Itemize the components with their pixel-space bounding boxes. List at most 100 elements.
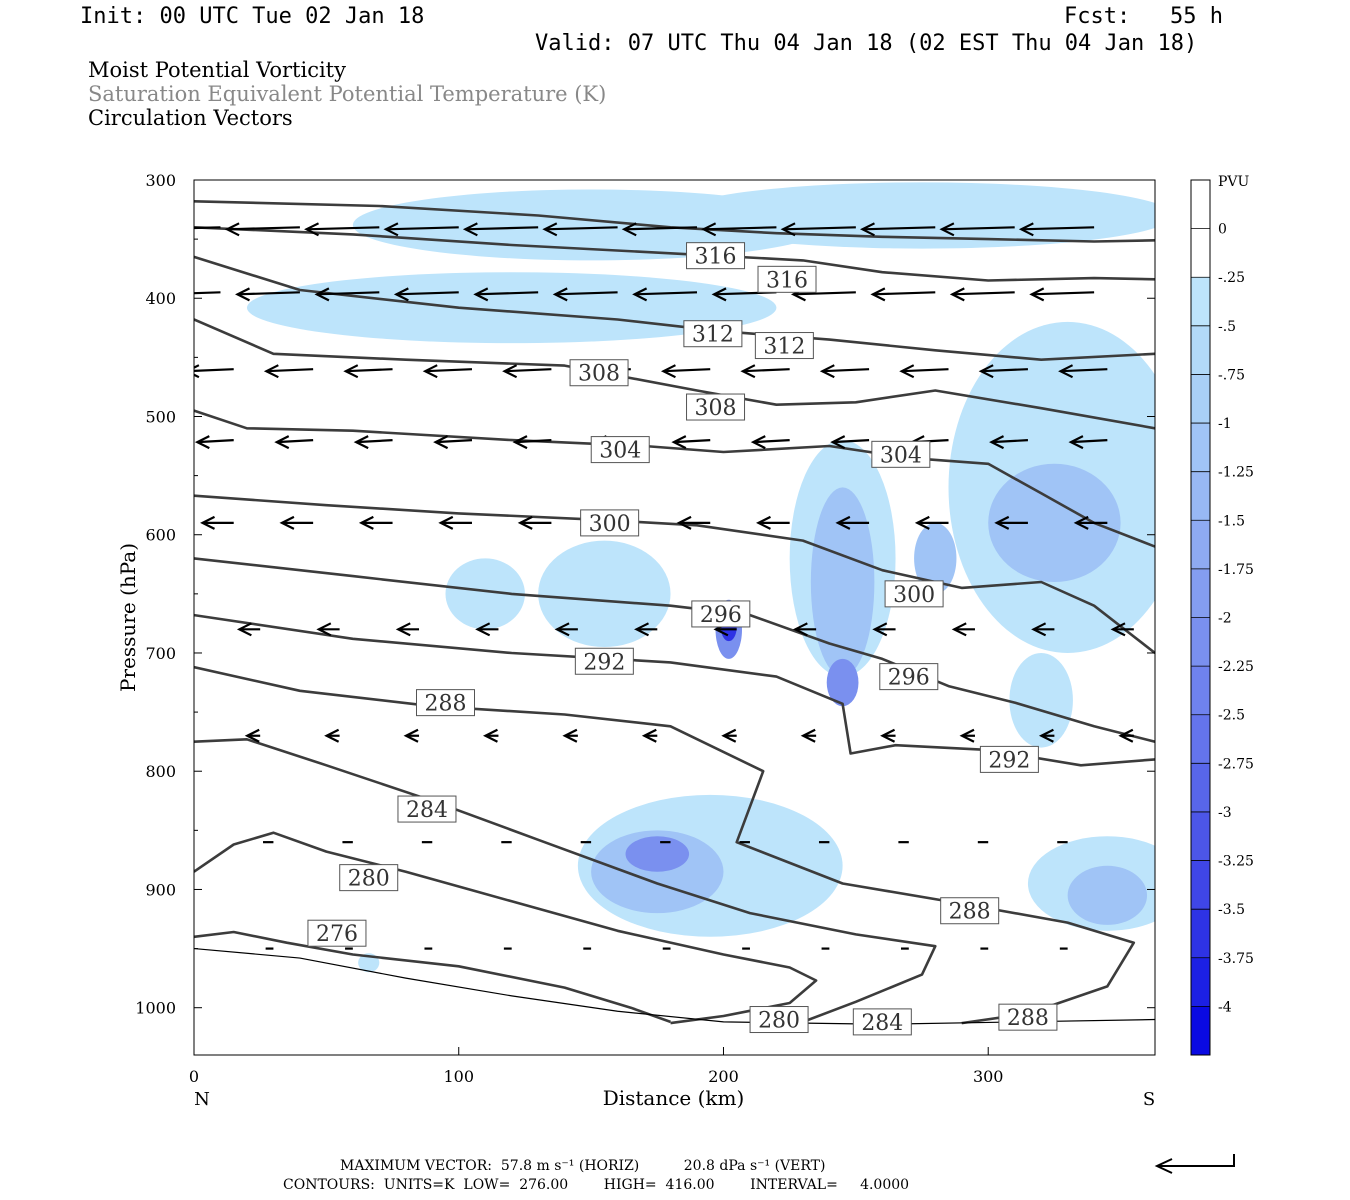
forecast-hour: Fcst: 55 h <box>1064 4 1223 29</box>
vector-head <box>949 287 965 302</box>
contour-label-312: 312 <box>754 332 814 360</box>
vector-head <box>236 622 252 637</box>
colorbar-label: -.5 <box>1218 319 1236 335</box>
vector-head <box>880 728 896 743</box>
contour-label-text: 292 <box>988 748 1030 773</box>
field-theta-es: Saturation Equivalent Potential Temperat… <box>88 82 607 106</box>
y-tick-label: 400 <box>145 289 176 308</box>
circulation-vector <box>939 222 1015 237</box>
circulation-vector <box>1031 622 1055 637</box>
vector-shaft <box>514 439 552 444</box>
circulation-vector <box>792 622 817 637</box>
circulation-vector <box>1018 222 1095 237</box>
vector-shaft <box>753 439 790 444</box>
vector-head <box>324 728 340 743</box>
circulation-vector <box>353 435 393 450</box>
vector-head <box>475 622 491 637</box>
contour-label-box <box>691 600 751 628</box>
vector-shaft <box>663 368 711 373</box>
colorbar-cell <box>1191 763 1210 813</box>
vector-shaft <box>1060 368 1108 373</box>
circulation-vector <box>1029 287 1095 302</box>
circulation-vector <box>951 622 975 637</box>
circulation-vector <box>562 728 578 743</box>
colorbar-label: -2.25 <box>1218 659 1254 675</box>
vector-head <box>1058 364 1074 379</box>
vector-shaft <box>237 291 300 296</box>
circulation-vector <box>403 728 420 743</box>
circulation-vector <box>989 435 1028 450</box>
vector-head <box>343 364 359 379</box>
y-tick-label: 300 <box>145 171 176 190</box>
contour-label-text: 276 <box>316 922 358 947</box>
vector-head <box>316 622 332 637</box>
colorbar-cell <box>1191 617 1210 667</box>
circulation-vector <box>632 287 698 302</box>
contour-276 <box>194 930 671 1024</box>
contour-label-box <box>686 242 746 270</box>
vector-head <box>792 622 808 637</box>
vector-head <box>1110 622 1126 637</box>
x-axis-title: Distance (km) <box>603 1086 745 1110</box>
contour-label-280: 280 <box>749 1006 809 1034</box>
contour-label-text: 304 <box>880 443 922 468</box>
vector-head <box>512 435 528 450</box>
vector-shaft <box>504 368 552 373</box>
y-tick-label: 800 <box>145 762 176 781</box>
vector-head <box>860 222 875 237</box>
pv-area-18 <box>826 658 859 707</box>
circulation-vector <box>880 728 896 743</box>
contour-label-box <box>979 745 1039 773</box>
circulation-vector <box>1118 728 1134 743</box>
vector-head <box>314 287 330 302</box>
circulation-vector <box>914 515 949 530</box>
vector-head <box>148 223 160 235</box>
vector-head <box>235 287 250 302</box>
vector-head <box>621 222 637 237</box>
contour-label-316: 316 <box>686 242 746 270</box>
vector-shaft <box>544 226 618 231</box>
circulation-vector <box>200 515 234 530</box>
vector-head <box>676 515 692 530</box>
field-list: Moist Potential Vorticity Saturation Equ… <box>88 58 606 130</box>
circulation-vector <box>358 515 393 530</box>
circulation-vector <box>383 222 459 237</box>
vector-shaft <box>276 439 314 444</box>
colorbar-cell <box>1191 228 1210 278</box>
vector-head <box>790 287 806 302</box>
vector-head <box>591 435 607 450</box>
pv-area-12 <box>810 487 875 677</box>
contour-label-296: 296 <box>879 663 939 691</box>
circulation-vector <box>581 364 631 379</box>
contour-label-288: 288 <box>416 689 476 717</box>
contour-label-box <box>574 647 634 675</box>
vector-head <box>819 364 835 379</box>
vector-head <box>562 728 578 743</box>
contour-label-text: 308 <box>578 362 620 387</box>
vector-head <box>951 622 967 637</box>
vector-shaft <box>742 368 790 373</box>
valid-time: Valid: 07 UTC Thu 04 Jan 18 (02 EST Thu … <box>535 31 1198 56</box>
vector-head <box>914 515 930 530</box>
contour-label-text: 280 <box>348 867 390 892</box>
vector-shaft <box>872 291 936 296</box>
contour-label-box <box>852 1008 912 1036</box>
vector-shaft <box>435 439 473 444</box>
vector-head <box>1029 287 1045 302</box>
vector-head <box>502 364 518 379</box>
colorbar-label: -3 <box>1218 805 1232 821</box>
colorbar-cell <box>1191 909 1210 959</box>
vector-shaft <box>465 226 539 231</box>
circulation-vector <box>978 364 1028 379</box>
pv-area-15 <box>914 522 957 594</box>
y-tick-label: 700 <box>145 644 176 663</box>
vector-head <box>660 364 676 379</box>
pv-area-0 <box>352 189 830 261</box>
colorbar-label: -.75 <box>1218 367 1245 383</box>
vector-shaft <box>316 291 380 296</box>
pv-area-14 <box>1067 865 1148 925</box>
vector-shaft <box>793 291 856 296</box>
circulation-vector <box>800 728 817 743</box>
vector-head <box>872 622 888 637</box>
vector-shaft <box>912 439 949 444</box>
